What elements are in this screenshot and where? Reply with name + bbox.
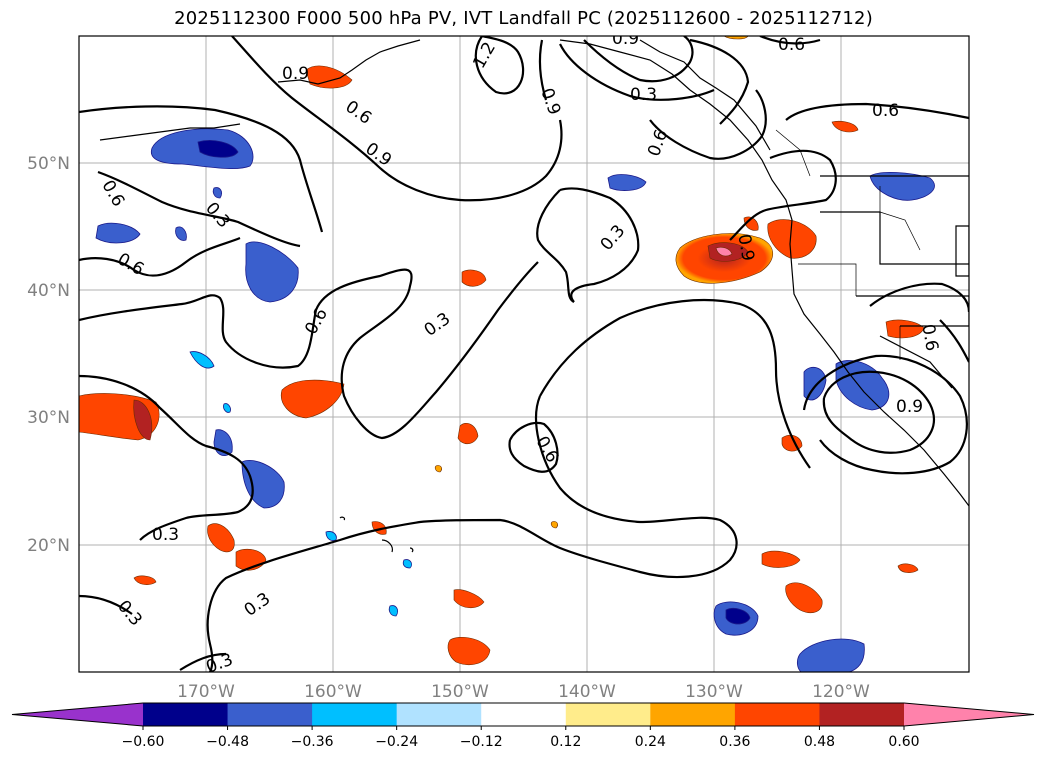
contour-label: 0.6	[872, 101, 899, 121]
contour-label: 0.3	[152, 525, 179, 545]
lat-tick-label: 40°N	[27, 281, 70, 301]
colorbar: −0.60 −0.48 −0.36 −0.24 −0.12 0.12 0.24 0.36 0.4…	[11, 702, 1035, 750]
colorbar-segment	[565, 703, 651, 726]
colorbar-segment	[227, 703, 313, 726]
lat-tick-label: 20°N	[27, 536, 70, 556]
colorbar-extend-high	[904, 703, 1034, 726]
contour-label: 0.6	[778, 35, 805, 55]
map-frame	[78, 35, 970, 673]
colorbar-segment	[650, 703, 736, 726]
latitude-labels: 50°N 40°N 30°N 20°N	[27, 154, 70, 556]
colorbar-extend-low	[12, 703, 143, 726]
contour-label: 0.3	[630, 85, 657, 105]
colorbar-tick-label: −0.60	[122, 734, 165, 750]
colorbar-tick-label: 0.48	[804, 734, 835, 750]
lon-tick-label: 160°W	[304, 682, 362, 702]
map-title: 2025112300 F000 500 hPa PV, IVT Landfall…	[174, 8, 873, 29]
lon-tick-label: 140°W	[558, 682, 616, 702]
lat-tick-label: 30°N	[27, 408, 70, 428]
colorbar-tick-label: −0.12	[460, 734, 503, 750]
longitude-labels: 170°W 160°W 150°W 140°W 130°W 120°W	[177, 682, 870, 702]
contour-label: 0.9	[282, 64, 309, 84]
lon-tick-label: 120°W	[812, 682, 870, 702]
contour-label: 0.6	[917, 323, 941, 353]
colorbar-segment	[143, 703, 229, 726]
colorbar-segment	[312, 703, 398, 726]
pv-contours	[79, 36, 969, 672]
colorbar-tick-label: −0.24	[375, 734, 418, 750]
lon-tick-label: 170°W	[177, 682, 235, 702]
lon-tick-label: 150°W	[431, 682, 489, 702]
colorbar-tick-label: 0.60	[888, 734, 919, 750]
colorbar-tick-label: −0.36	[291, 734, 334, 750]
colorbar-segment	[734, 703, 820, 726]
coastlines	[99, 39, 969, 553]
contour-label: 0.3	[204, 650, 236, 678]
colorbar-segment	[396, 703, 482, 726]
contour-label: 0.9	[733, 233, 757, 263]
colorbar-tick-label: 0.24	[635, 734, 666, 750]
colorbar-tick-label: 0.36	[719, 734, 750, 750]
lon-tick-label: 130°W	[685, 682, 743, 702]
lat-tick-label: 50°N	[27, 154, 70, 174]
colorbar-tick-label: 0.12	[550, 734, 581, 750]
contour-label: 0.9	[896, 397, 923, 417]
colorbar-tick-label: −0.48	[206, 734, 249, 750]
positive-anomaly-fills	[79, 36, 925, 665]
contour-label: 0.9	[612, 29, 639, 49]
colorbar-segment	[481, 703, 567, 726]
colorbar-segment	[819, 703, 905, 726]
